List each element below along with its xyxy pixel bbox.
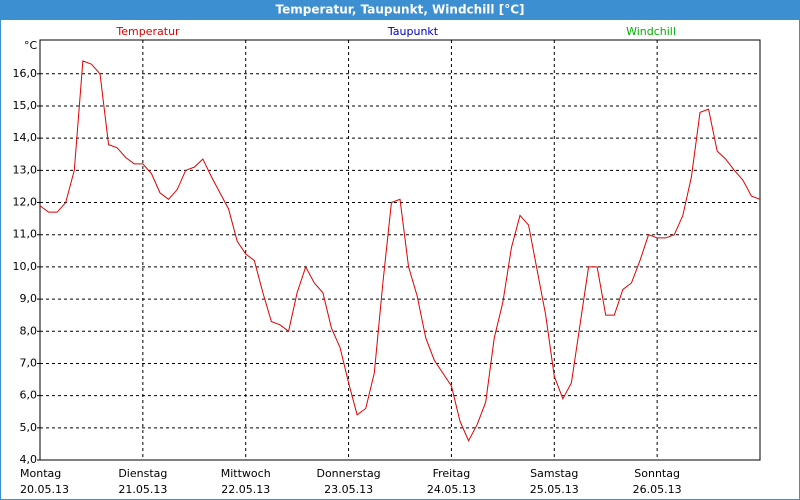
x-tick-label: 23.05.13 [324,483,373,496]
title-bar [0,0,800,20]
x-tick-label: 20.05.13 [20,483,69,496]
y-tick-label: 12,0 [13,196,38,209]
y-tick-label: 16,0 [13,67,38,80]
y-tick-label: 15,0 [13,99,38,112]
x-tick-label: 21.05.13 [118,483,167,496]
y-tick-label: 11,0 [13,228,38,241]
y-tick-label: 5,0 [20,421,38,434]
y-tick-label: 4,0 [20,453,38,466]
x-tick-label: 25.05.13 [530,483,579,496]
x-tick-label: Donnerstag [316,467,380,480]
x-tick-label: 22.05.13 [221,483,270,496]
y-tick-label: 7,0 [20,356,38,369]
plot-area [40,40,760,460]
x-tick-label: Freitag [433,467,471,480]
y-tick-label: 6,0 [20,389,38,402]
x-tick-label: Sonntag [634,467,680,480]
y-axis-label: °C [24,39,38,52]
y-tick-label: 14,0 [13,131,38,144]
y-tick-label: 9,0 [20,292,38,305]
x-tick-label: Dienstag [118,467,167,480]
x-tick-label: Montag [20,467,61,480]
y-tick-label: 8,0 [20,324,38,337]
x-tick-label: Samstag [530,467,578,480]
x-tick-label: Mittwoch [221,467,271,480]
temperature-line [39,60,761,442]
y-tick-label: 10,0 [13,260,38,273]
x-tick-label: 24.05.13 [427,483,476,496]
x-tick-label: 26.05.13 [633,483,682,496]
chart-title: Temperatur, Taupunkt, Windchill [°C] [276,3,525,17]
plot-border [39,39,761,461]
y-tick-label: 13,0 [13,163,38,176]
legend-entry: Taupunkt [387,25,439,38]
legend-entry: Windchill [626,25,676,38]
legend-entry: Temperatur [115,25,180,38]
